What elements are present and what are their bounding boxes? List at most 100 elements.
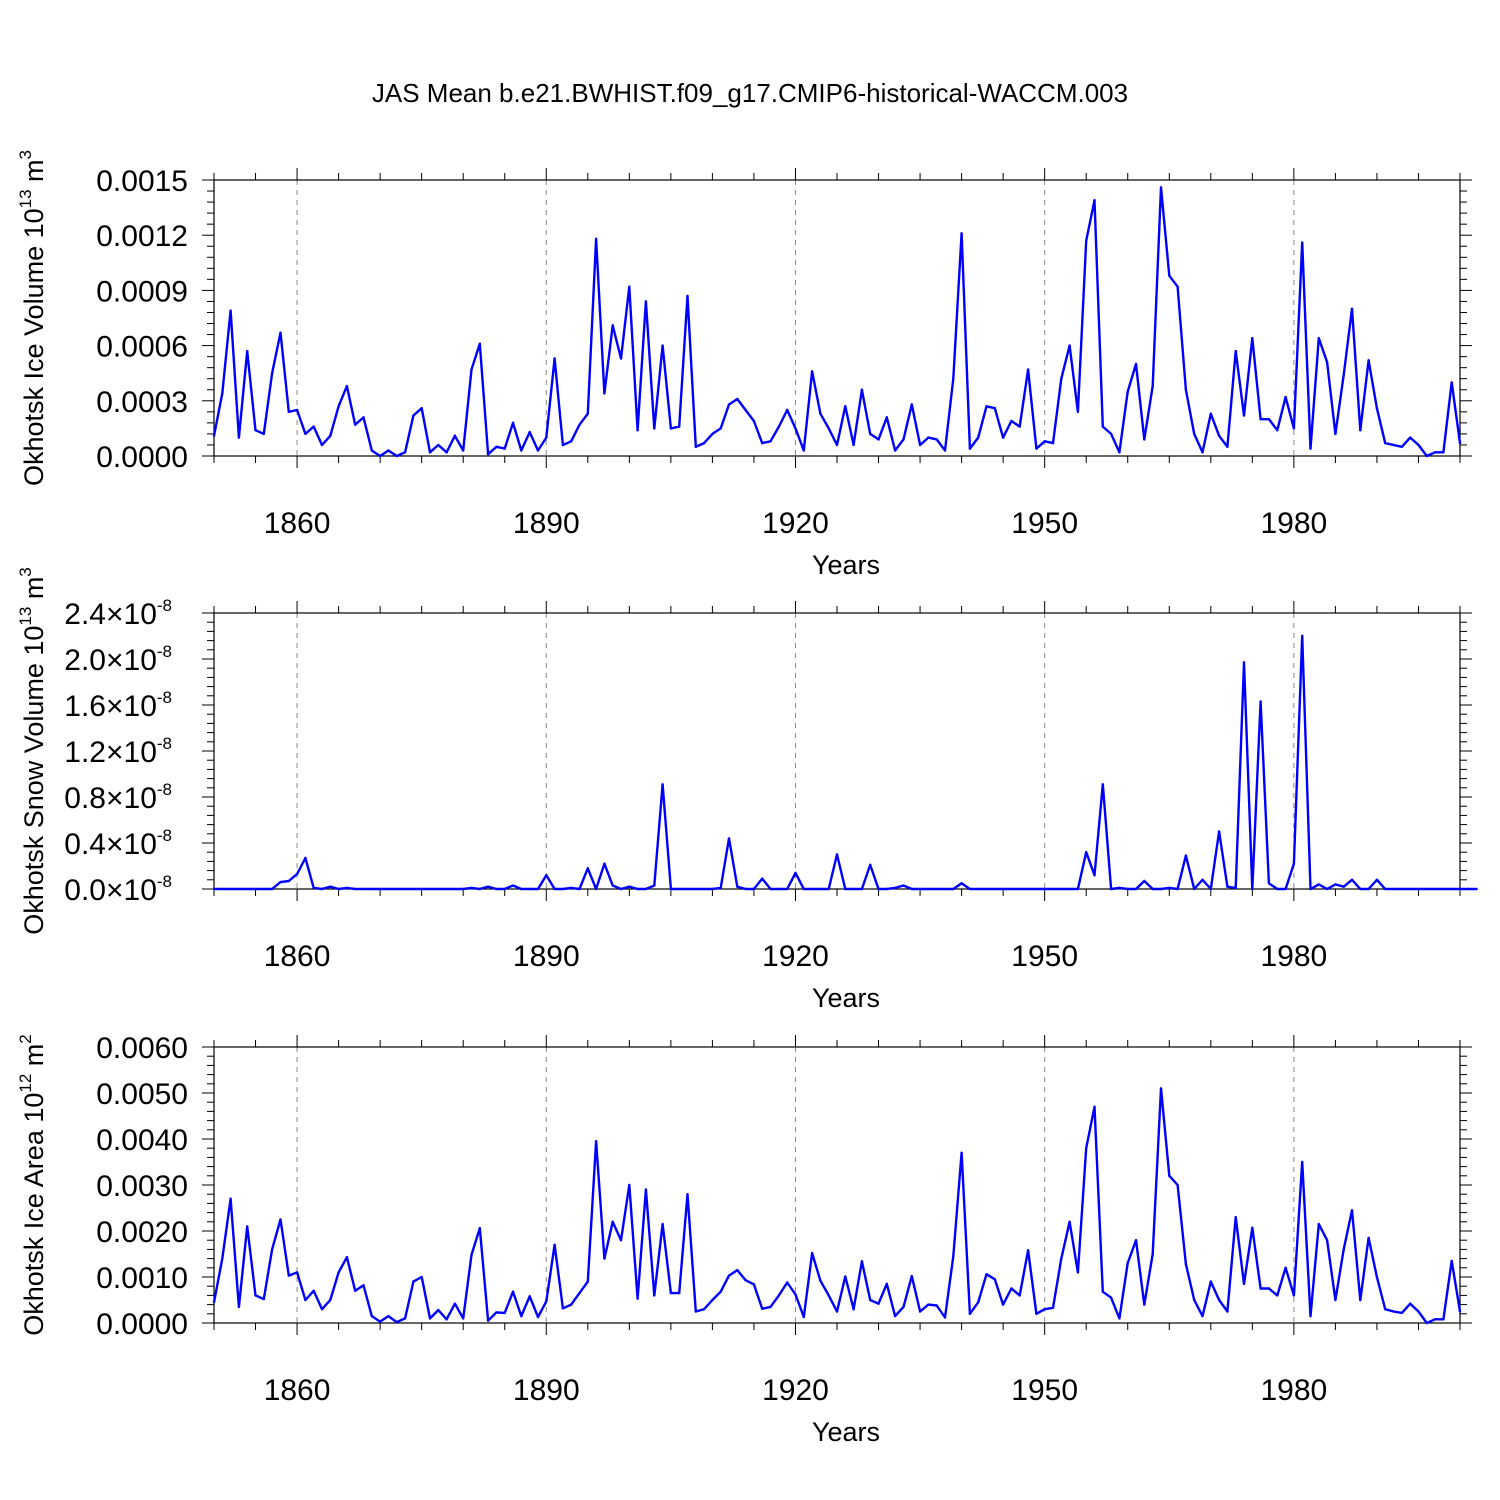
data-point — [329, 434, 332, 437]
data-point — [1292, 427, 1296, 430]
data-point — [1192, 432, 1196, 436]
data-point — [1093, 874, 1096, 877]
data-point — [1026, 887, 1030, 891]
data-point — [470, 1253, 473, 1257]
data-point — [810, 370, 814, 373]
data-point — [1251, 887, 1254, 891]
data-point — [636, 429, 639, 432]
data-point — [844, 887, 847, 891]
data-point — [1442, 1318, 1445, 1321]
data-point — [1433, 451, 1437, 454]
data-point — [1433, 1318, 1437, 1321]
data-point — [761, 441, 764, 445]
data-point — [1043, 887, 1046, 891]
data-point — [470, 886, 473, 890]
plot-frame — [213, 179, 1461, 457]
data-point — [935, 887, 938, 891]
data-point — [902, 1305, 905, 1309]
data-point — [993, 406, 997, 410]
data-point — [1060, 1257, 1063, 1260]
data-point — [1375, 406, 1379, 410]
data-point — [362, 416, 365, 419]
data-point — [1051, 1306, 1055, 1310]
data-point — [1176, 1183, 1179, 1187]
data-point — [636, 887, 639, 891]
data-point — [1242, 1282, 1246, 1286]
data-point — [1010, 887, 1013, 891]
data-point — [237, 887, 241, 891]
y-axis-label: Okhotsk Ice Area 1012 m2 — [16, 1034, 49, 1336]
data-point — [1076, 410, 1080, 414]
y-tick-label: 0.0010 — [96, 1262, 188, 1295]
data-point — [1334, 432, 1337, 436]
data-point — [885, 416, 889, 419]
data-point — [561, 887, 565, 891]
data-point — [520, 887, 523, 891]
data-point — [785, 1281, 789, 1284]
data-point — [1143, 1303, 1146, 1306]
data-point — [736, 1268, 739, 1272]
data-point — [237, 436, 241, 439]
data-point — [802, 449, 805, 452]
data-point — [445, 451, 448, 454]
data-point — [486, 1319, 490, 1322]
x-tick-label: 1890 — [513, 507, 580, 540]
y-tick-label: 0.0006 — [96, 331, 188, 364]
data-point — [345, 1256, 349, 1259]
data-point — [1126, 390, 1129, 393]
x-tick-label: 1890 — [513, 1374, 580, 1407]
data-point — [686, 887, 689, 891]
plot-frame — [213, 1046, 1461, 1324]
data-point — [902, 438, 905, 441]
data-point — [511, 421, 515, 425]
data-point — [1367, 359, 1370, 362]
data-point — [378, 454, 382, 458]
data-point — [594, 237, 598, 241]
x-tick-label: 1950 — [1011, 940, 1078, 973]
data-point — [968, 447, 972, 450]
data-point — [478, 1227, 482, 1230]
data-point — [1217, 830, 1221, 833]
x-tick-label: 1980 — [1260, 940, 1327, 973]
data-point — [1433, 887, 1437, 891]
data-point — [412, 414, 415, 417]
data-point — [644, 300, 648, 303]
data-point — [1450, 381, 1453, 384]
data-point — [1109, 432, 1113, 436]
data-point — [869, 432, 872, 436]
data-point — [1234, 886, 1237, 890]
data-point — [677, 425, 681, 428]
data-point — [437, 887, 440, 891]
data-point — [569, 886, 573, 890]
panel-snow-volume: 1860 1890 1920 1950 1980 Years 0.0×10-8 0.4×10-… — [16, 567, 1478, 1013]
data-point — [1342, 1248, 1345, 1251]
data-point — [628, 285, 631, 288]
data-point — [362, 887, 365, 891]
data-point — [329, 1298, 332, 1302]
y-axis-label: Okhotsk Ice Volume 1013 m3 — [16, 150, 49, 486]
data-point — [852, 887, 855, 891]
data-point — [611, 884, 614, 887]
data-point — [885, 1282, 889, 1286]
data-point — [1317, 883, 1320, 886]
data-point — [312, 886, 315, 890]
series-line-ice-volume — [212, 186, 1462, 458]
data-point — [1276, 429, 1279, 432]
data-point — [594, 887, 598, 891]
data-point — [1350, 307, 1354, 310]
data-point — [736, 397, 739, 401]
data-point — [1234, 349, 1237, 353]
data-point — [1035, 447, 1038, 450]
y-tick-label: 1.2×10-8 — [64, 734, 172, 769]
data-point — [827, 427, 830, 430]
data-point — [1408, 436, 1412, 439]
data-point — [246, 887, 249, 891]
data-point — [1035, 1312, 1038, 1316]
data-point — [910, 403, 913, 406]
data-point — [403, 451, 407, 454]
data-point — [694, 1310, 697, 1313]
data-point — [1018, 1294, 1021, 1297]
data-point — [702, 1308, 706, 1311]
data-point — [246, 1225, 249, 1228]
data-point — [1184, 1262, 1188, 1266]
